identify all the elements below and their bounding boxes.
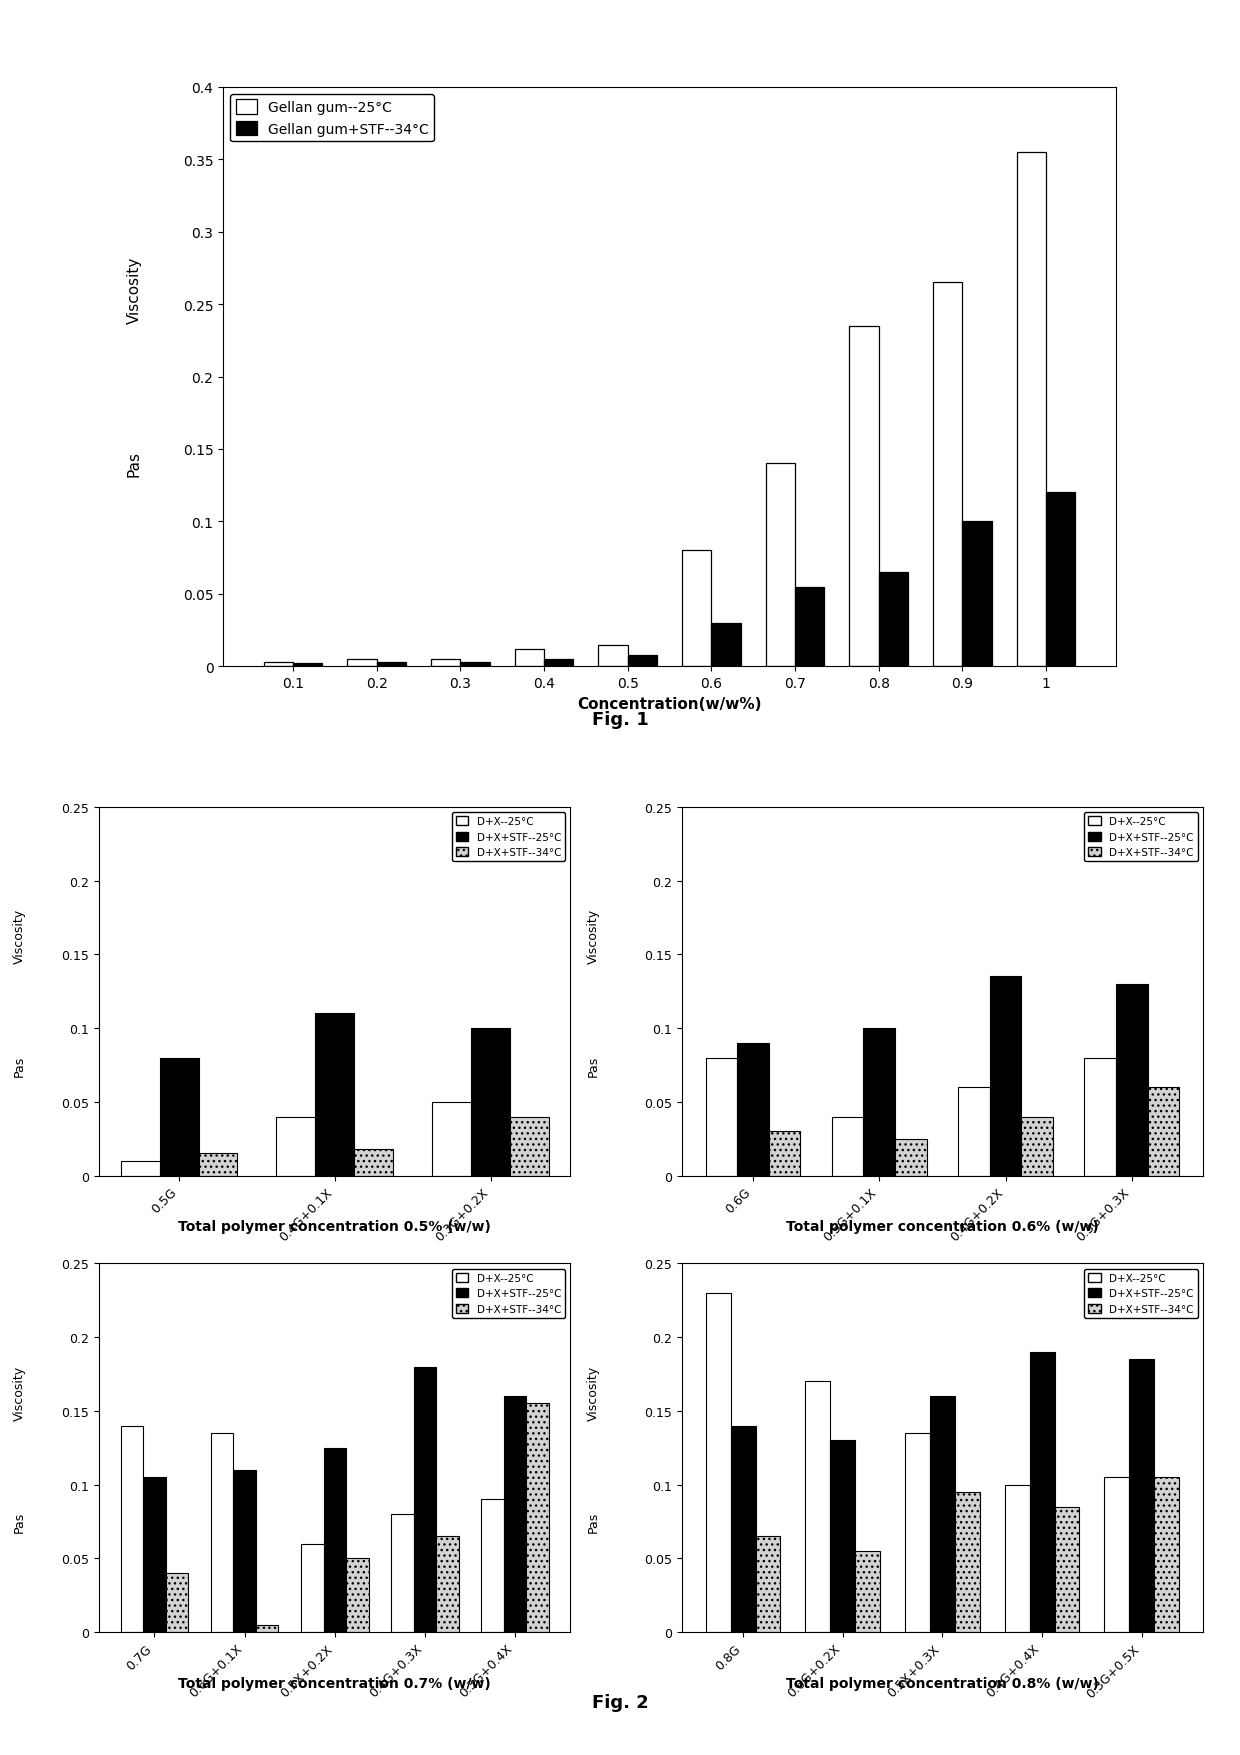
Text: Viscosity: Viscosity xyxy=(126,256,141,325)
Bar xyxy=(481,1499,503,1632)
Bar xyxy=(849,326,879,667)
Bar xyxy=(955,1492,980,1632)
Text: Total polymer concentration 0.5% (w/w): Total polymer concentration 0.5% (w/w) xyxy=(179,1220,491,1234)
Bar xyxy=(414,1367,436,1632)
Bar xyxy=(471,1028,510,1176)
Legend: D+X--25°C, D+X+STF--25°C, D+X+STF--34°C: D+X--25°C, D+X+STF--25°C, D+X+STF--34°C xyxy=(451,813,565,862)
Text: Total polymer concentration 0.7% (w/w): Total polymer concentration 0.7% (w/w) xyxy=(179,1676,491,1690)
Bar xyxy=(682,551,712,667)
Bar xyxy=(391,1515,414,1632)
Legend: Gellan gum--25°C, Gellan gum+STF--34°C: Gellan gum--25°C, Gellan gum+STF--34°C xyxy=(231,95,434,142)
Bar xyxy=(831,1441,856,1632)
Legend: D+X--25°C, D+X+STF--25°C, D+X+STF--34°C: D+X--25°C, D+X+STF--25°C, D+X+STF--34°C xyxy=(1084,813,1198,862)
Bar xyxy=(959,1088,990,1176)
Text: Total polymer concentration 0.6% (w/w): Total polymer concentration 0.6% (w/w) xyxy=(786,1220,1099,1234)
Text: Pas: Pas xyxy=(587,1055,600,1076)
Bar xyxy=(1154,1478,1179,1632)
Text: Pas: Pas xyxy=(12,1511,26,1532)
Bar xyxy=(856,1551,880,1632)
Bar xyxy=(990,978,1022,1176)
Text: Pas: Pas xyxy=(587,1511,600,1532)
Text: Fig. 2: Fig. 2 xyxy=(591,1694,649,1711)
Bar xyxy=(1130,1360,1154,1632)
Bar xyxy=(895,1139,926,1176)
Bar xyxy=(264,663,293,667)
Bar xyxy=(1085,1058,1116,1176)
Bar xyxy=(510,1116,549,1176)
Bar xyxy=(1105,1478,1130,1632)
Bar xyxy=(832,1116,863,1176)
Bar xyxy=(160,1058,198,1176)
Bar xyxy=(766,465,795,667)
Legend: D+X--25°C, D+X+STF--25°C, D+X+STF--34°C: D+X--25°C, D+X+STF--25°C, D+X+STF--34°C xyxy=(451,1269,565,1318)
Bar xyxy=(120,1162,160,1176)
Bar xyxy=(1004,1485,1029,1632)
Bar xyxy=(627,655,657,667)
Bar xyxy=(706,1058,738,1176)
Bar xyxy=(879,572,908,667)
Bar xyxy=(805,1381,831,1632)
Bar xyxy=(432,660,460,667)
Bar xyxy=(347,660,377,667)
Bar xyxy=(436,1536,459,1632)
Text: Total polymer concentration 0.8% (w/w): Total polymer concentration 0.8% (w/w) xyxy=(786,1676,1099,1690)
Text: Pas: Pas xyxy=(126,451,141,477)
Bar xyxy=(706,1293,730,1632)
Bar xyxy=(905,1434,930,1632)
Bar xyxy=(730,1425,755,1632)
Bar xyxy=(1047,493,1075,667)
Bar xyxy=(863,1028,895,1176)
Bar xyxy=(346,1558,368,1632)
Bar xyxy=(1029,1351,1054,1632)
Bar xyxy=(795,588,825,667)
Bar xyxy=(433,1102,471,1176)
Bar xyxy=(755,1536,780,1632)
Bar xyxy=(930,1397,955,1632)
Bar xyxy=(527,1404,549,1632)
Bar xyxy=(1054,1508,1080,1632)
Text: Viscosity: Viscosity xyxy=(587,1365,600,1420)
Bar xyxy=(355,1150,393,1176)
Bar xyxy=(143,1478,166,1632)
Bar xyxy=(544,660,573,667)
Bar xyxy=(1022,1116,1053,1176)
Bar xyxy=(198,1153,237,1176)
Text: Viscosity: Viscosity xyxy=(12,1365,26,1420)
Text: Pas: Pas xyxy=(12,1055,26,1076)
Text: Viscosity: Viscosity xyxy=(587,909,600,963)
Bar xyxy=(769,1132,800,1176)
Bar xyxy=(934,283,962,667)
Bar xyxy=(293,663,322,667)
Bar xyxy=(1017,153,1047,667)
Bar xyxy=(738,1042,769,1176)
Bar xyxy=(301,1544,324,1632)
Bar xyxy=(1147,1088,1179,1176)
Bar xyxy=(315,1014,355,1176)
Bar xyxy=(277,1116,315,1176)
Legend: D+X--25°C, D+X+STF--25°C, D+X+STF--34°C: D+X--25°C, D+X+STF--25°C, D+X+STF--34°C xyxy=(1084,1269,1198,1318)
Text: Fig. 1: Fig. 1 xyxy=(591,711,649,728)
Bar xyxy=(377,663,405,667)
X-axis label: Concentration(w/w%): Concentration(w/w%) xyxy=(578,697,761,711)
Bar xyxy=(166,1572,188,1632)
Text: Viscosity: Viscosity xyxy=(12,909,26,963)
Bar xyxy=(503,1397,527,1632)
Bar xyxy=(120,1425,143,1632)
Bar xyxy=(255,1625,279,1632)
Bar xyxy=(712,623,740,667)
Bar xyxy=(460,663,490,667)
Bar xyxy=(515,649,544,667)
Bar xyxy=(599,646,627,667)
Bar xyxy=(1116,985,1147,1176)
Bar xyxy=(233,1471,255,1632)
Bar xyxy=(211,1434,233,1632)
Bar xyxy=(962,523,992,667)
Bar xyxy=(324,1448,346,1632)
